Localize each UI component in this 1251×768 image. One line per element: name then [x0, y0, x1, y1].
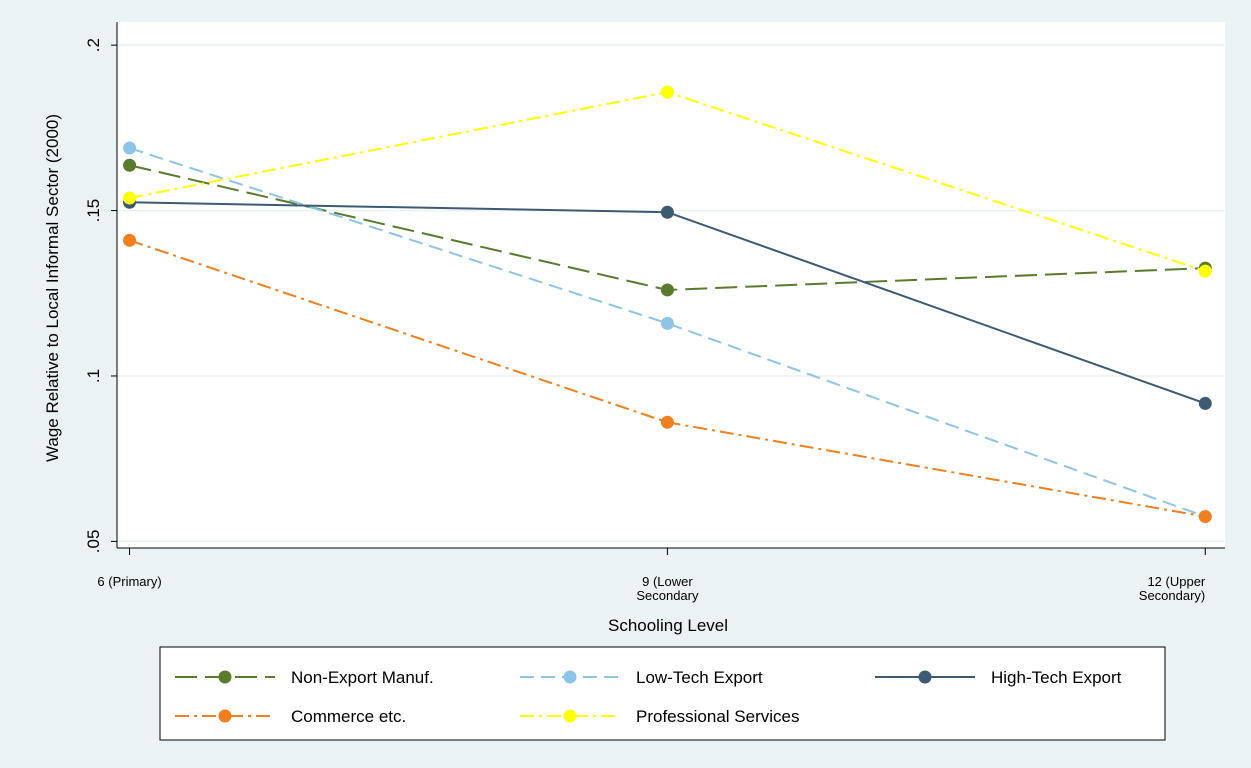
point [123, 233, 137, 247]
legend-label: Commerce etc. [291, 707, 406, 726]
y-tick-label: .1 [84, 369, 103, 383]
x-tick-label-line: 9 (Lower [642, 574, 693, 589]
legend-box [159, 646, 1166, 741]
point [1198, 510, 1212, 524]
x-tick-label-line: Secondary) [1139, 588, 1205, 603]
point [123, 141, 137, 155]
x-tick-label: 9 (Lower Secondary [636, 574, 699, 603]
x-tick-label: 12 (Upper Secondary) [1139, 574, 1206, 603]
x-tick-label-line: Secondary [636, 588, 699, 603]
x-tick-label: 6 (Primary) [97, 574, 161, 589]
x-tick-label-line: 6 (Primary) [97, 574, 161, 589]
legend-marker [218, 670, 232, 684]
point [660, 316, 674, 330]
point [660, 283, 674, 297]
x-axis-label: Schooling Level [608, 616, 728, 635]
point [1198, 396, 1212, 410]
legend-marker [563, 709, 577, 723]
x-tick-label-line: 12 (Upper [1147, 574, 1205, 589]
y-tick-label: .2 [84, 38, 103, 52]
series-line [129, 147, 1206, 518]
legend-label: High-Tech Export [991, 668, 1122, 687]
y-axis-label: Wage Relative to Local Informal Sector (… [43, 114, 62, 462]
legend-marker [918, 670, 932, 684]
legend-label: Non-Export Manuf. [291, 668, 434, 687]
legend-label: Low-Tech Export [636, 668, 763, 687]
legend-label: Professional Services [636, 707, 799, 726]
point [123, 158, 137, 172]
legend-marker [563, 670, 577, 684]
legend-marker [218, 709, 232, 723]
point [123, 191, 137, 205]
point [660, 85, 674, 99]
point [660, 415, 674, 429]
point [660, 205, 674, 219]
point [1198, 264, 1212, 278]
y-tick-label: .15 [84, 199, 103, 223]
y-tick-label: .05 [84, 530, 103, 554]
